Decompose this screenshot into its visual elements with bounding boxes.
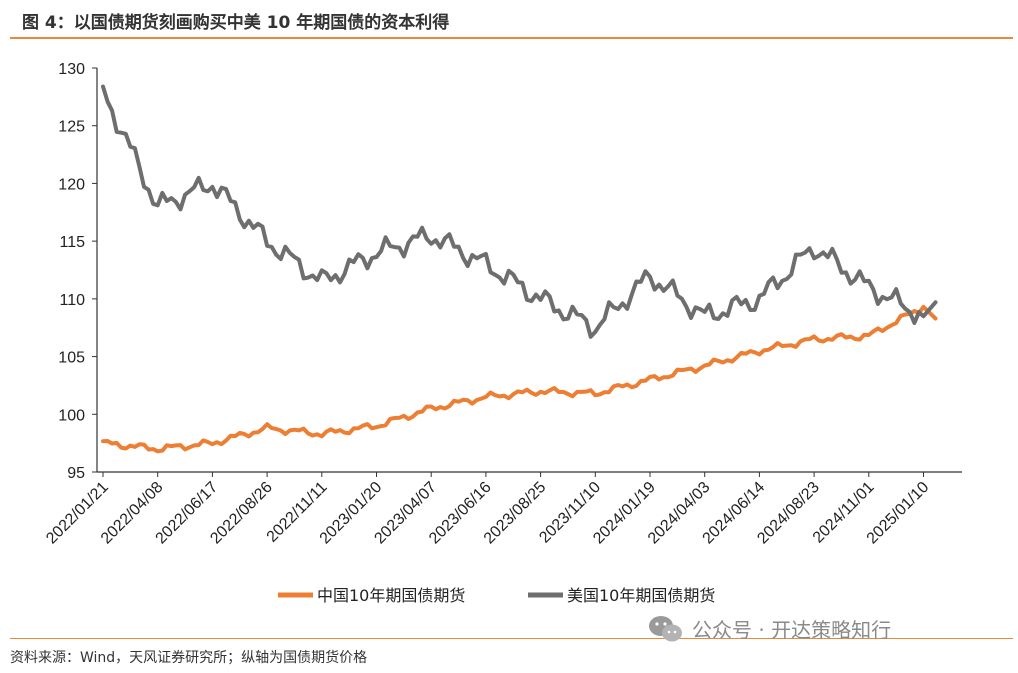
title-divider [10,37,1013,39]
series-line-us [101,84,938,339]
y-tick-label: 115 [59,234,85,251]
chart-lines [101,84,938,454]
y-tick-label: 105 [58,350,85,367]
chart-axes: 951001051101151201251302022/01/212022/04… [43,61,962,547]
line-chart: 951001051101151201251302022/01/212022/04… [43,61,962,605]
footer-divider [10,638,1013,639]
y-tick-label: 120 [58,176,85,193]
figure-title: 图 4：以国债期货刻画购买中美 10 年期国债的资本利得 [22,13,450,33]
y-tick-label: 95 [67,465,85,482]
watermark: 公众号 · 开达策略知行 [648,614,891,643]
series-line-china [101,304,938,454]
y-tick-label: 125 [58,119,85,136]
wechat-icon [649,615,682,641]
y-tick-label: 100 [58,407,85,424]
chart-legend: 中国10年期国债期货 美国10年期国债期货 [278,586,715,605]
legend-label-china: 中国10年期国债期货 [317,586,465,605]
legend-label-us: 美国10年期国债期货 [567,586,715,605]
source-note: 资料来源：Wind，天风证券研究所；纵轴为国债期货价格 [10,650,368,666]
y-tick-label: 110 [59,292,85,309]
watermark-text: 公众号 · 开达策略知行 [692,618,892,642]
y-tick-label: 130 [58,61,85,78]
